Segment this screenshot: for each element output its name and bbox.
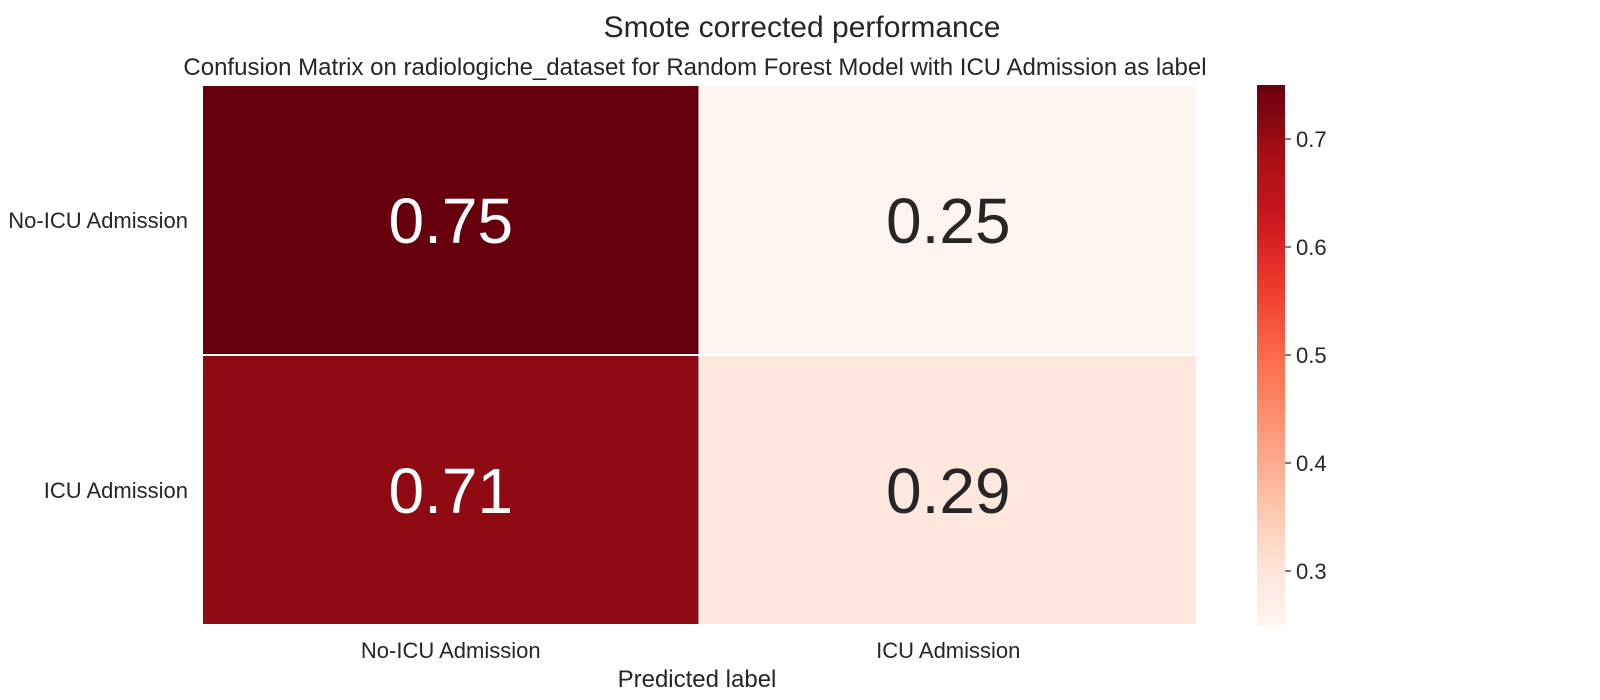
x-tick-label: No-ICU Admission xyxy=(361,638,541,663)
colorbar-tick-label: 0.3 xyxy=(1296,559,1327,584)
heatmap-cell xyxy=(201,84,701,356)
axis-ticks: No-ICU Admission ICU Admission No-ICU Admi… xyxy=(8,208,1020,663)
cell-value-label: 0.71 xyxy=(388,455,513,527)
x-axis-label: Predicted label xyxy=(618,666,777,693)
y-tick-label: No-ICU Admission xyxy=(8,208,188,233)
heatmap-cell xyxy=(698,354,1198,626)
colorbar-tick-label: 0.7 xyxy=(1296,127,1327,152)
x-tick-label: ICU Admission xyxy=(876,638,1020,663)
chart-title: Confusion Matrix on radiologiche_dataset… xyxy=(183,54,1206,81)
colorbar-tick-label: 0.4 xyxy=(1296,451,1327,476)
chart-suptitle: Smote corrected performance xyxy=(604,11,1001,44)
colorbar-tick-label: 0.5 xyxy=(1296,343,1327,368)
y-tick-label: ICU Admission xyxy=(44,478,188,503)
heatmap-cell xyxy=(698,84,1198,356)
colorbar-ticks: 0.7 0.6 0.5 0.4 0.3 xyxy=(1285,127,1327,584)
colorbar-tick-label: 0.6 xyxy=(1296,235,1327,260)
cell-value-label: 0.25 xyxy=(886,185,1011,257)
colorbar xyxy=(1257,85,1285,625)
heatmap-cells: 0.75 0.25 0.71 0.29 xyxy=(201,84,1198,626)
heatmap-cell xyxy=(201,354,701,626)
cell-value-label: 0.29 xyxy=(886,455,1011,527)
cell-value-label: 0.75 xyxy=(388,185,513,257)
